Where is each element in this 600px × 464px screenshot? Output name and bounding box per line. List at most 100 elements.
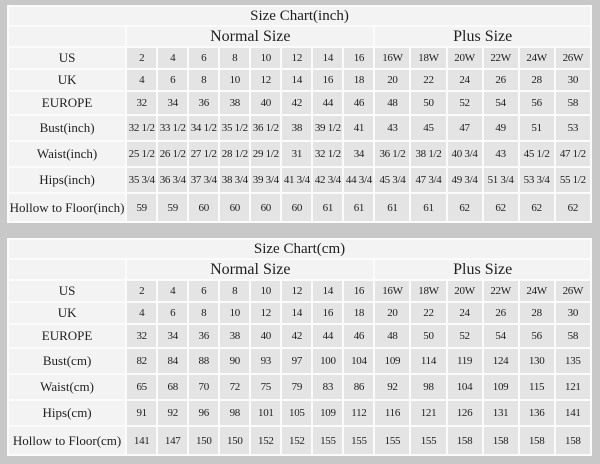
size-cell: 150 (189, 427, 219, 454)
size-cell: 38 (220, 92, 250, 114)
size-cell: 62 (519, 194, 554, 221)
size-cell: 8 (189, 70, 219, 90)
size-cell: 155 (411, 427, 446, 454)
size-cell: 32 (127, 92, 157, 114)
size-cell: 20 (375, 70, 410, 90)
table-row: Waist(inch) 25 1/2 26 1/2 27 1/2 28 1/2 29 1/… (9, 142, 590, 166)
size-cell: 36 (189, 92, 219, 114)
size-cell: 84 (158, 349, 188, 373)
size-cell: 28 (519, 70, 554, 90)
table-row: Waist(cm) 65 68 70 72 75 79 83 86 92 98 104 109 115 12… (9, 375, 590, 399)
size-cell: 20W (447, 281, 482, 301)
size-cell: 93 (251, 349, 281, 373)
size-cell: 135 (555, 349, 590, 373)
size-cell: 16 (344, 48, 374, 68)
size-cell: 40 (251, 92, 281, 114)
size-cell: 35 1/2 (220, 116, 250, 140)
table-row: US 2 4 6 8 10 12 14 16 16W 18W 20W 22W 24W 26W (9, 48, 590, 68)
table-row: Bust(inch) 32 1/2 33 1/2 34 1/2 35 1/2 36 1/2… (9, 116, 590, 140)
size-cell: 40 (251, 325, 281, 347)
size-cell: 14 (282, 303, 312, 323)
size-cell: 22 (411, 70, 446, 90)
size-cell: 18 (344, 303, 374, 323)
size-cell: 36 1/2 (375, 142, 410, 166)
size-cell: 45 (411, 116, 446, 140)
size-cell: 62 (447, 194, 482, 221)
size-cell: 92 (375, 375, 410, 399)
table-row: Hips(inch) 35 3/4 36 3/4 37 3/4 38 3/4 39 3/4… (9, 168, 590, 192)
size-cell: 12 (282, 48, 312, 68)
size-cell: 20W (447, 48, 482, 68)
size-cell: 109 (483, 375, 518, 399)
size-cell: 155 (344, 427, 374, 454)
size-cell: 33 1/2 (158, 116, 188, 140)
size-cell: 56 (519, 325, 554, 347)
size-cell: 55 1/2 (555, 168, 590, 192)
size-cell: 2 (127, 281, 157, 301)
size-cell: 126 (447, 401, 482, 425)
size-cell: 62 (483, 194, 518, 221)
size-cell: 45 3/4 (375, 168, 410, 192)
size-cell: 32 1/2 (127, 116, 157, 140)
size-cell: 124 (483, 349, 518, 373)
size-cell: 26 (483, 70, 518, 90)
size-cell: 16W (375, 48, 410, 68)
size-cell: 25 1/2 (127, 142, 157, 166)
size-cell: 119 (447, 349, 482, 373)
size-cell: 31 (282, 142, 312, 166)
size-cell: 44 (313, 92, 343, 114)
size-cell: 16 (344, 281, 374, 301)
size-cell: 16 (313, 70, 343, 90)
table-title-row: Size Chart(inch) (9, 7, 590, 25)
size-cell: 116 (375, 401, 410, 425)
size-cell: 72 (220, 375, 250, 399)
size-cell: 22W (483, 48, 518, 68)
size-cell: 52 (447, 92, 482, 114)
size-cell: 158 (519, 427, 554, 454)
size-cell: 8 (220, 281, 250, 301)
size-cell: 24W (519, 48, 554, 68)
size-cell: 50 (411, 92, 446, 114)
table-row: Hips(cm) 91 92 96 98 101 105 109 112 116 121 126 131… (9, 401, 590, 425)
size-cell: 90 (220, 349, 250, 373)
row-label: Waist(cm) (9, 375, 126, 399)
size-cell: 47 1/2 (555, 142, 590, 166)
size-cell: 86 (344, 375, 374, 399)
size-cell: 10 (251, 281, 281, 301)
size-cell: 44 3/4 (344, 168, 374, 192)
row-label: Bust(inch) (9, 116, 126, 140)
table-row: EUROPE 32 34 36 38 40 42 44 46 48 50 52 54 56 58 (9, 92, 590, 114)
size-cell: 53 (555, 116, 590, 140)
table-title: Size Chart(inch) (9, 7, 590, 25)
column-group-plus: Plus Size (375, 27, 590, 46)
size-cell: 58 (555, 325, 590, 347)
size-cell: 121 (411, 401, 446, 425)
size-cell: 45 1/2 (519, 142, 554, 166)
row-label: Hollow to Floor(cm) (9, 427, 126, 454)
column-group-normal: Normal Size (127, 260, 374, 279)
size-cell: 34 1/2 (189, 116, 219, 140)
size-cell: 150 (220, 427, 250, 454)
size-cell: 6 (158, 303, 188, 323)
corner-cell (9, 260, 126, 279)
column-group-row: Normal Size Plus Size (9, 27, 590, 46)
size-cell: 6 (158, 70, 188, 90)
size-cell: 16W (375, 281, 410, 301)
size-cell: 130 (519, 349, 554, 373)
size-cell: 58 (555, 92, 590, 114)
size-cell: 51 3/4 (483, 168, 518, 192)
size-cell: 16 (313, 303, 343, 323)
row-label: Bust(cm) (9, 349, 126, 373)
size-cell: 101 (251, 401, 281, 425)
size-cell: 121 (555, 375, 590, 399)
size-cell: 30 (555, 70, 590, 90)
size-cell: 30 (555, 303, 590, 323)
size-cell: 38 (220, 325, 250, 347)
size-cell: 26W (555, 48, 590, 68)
table-row: Hollow to Floor(inch) 59 59 60 60 60 60 61 61 61 6… (9, 194, 590, 221)
table-row: UK 4 6 8 10 12 14 16 18 20 22 24 26 28 30 (9, 303, 590, 323)
row-label: EUROPE (9, 92, 126, 114)
size-cell: 97 (282, 349, 312, 373)
size-cell: 39 3/4 (251, 168, 281, 192)
size-cell: 6 (189, 48, 219, 68)
